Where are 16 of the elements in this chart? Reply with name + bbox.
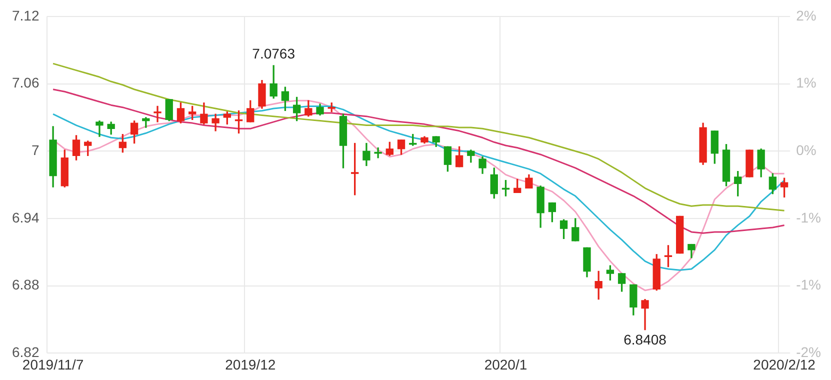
candlestick <box>154 106 162 122</box>
y-tick-label: 7 <box>31 142 40 158</box>
y-tick-label: 6.88 <box>12 276 40 293</box>
y2-tick-label: 1% <box>796 74 816 91</box>
y2-tick-label: -1% <box>796 209 822 226</box>
y-tick-label: 7.12 <box>12 7 40 24</box>
x-tick-label: 2019/12 <box>225 356 276 372</box>
annotation: 7.0763 <box>252 45 296 62</box>
annotation: 6.8408 <box>624 332 667 348</box>
candlestick <box>96 120 104 137</box>
y2-tick-label: -1% <box>796 276 822 293</box>
y-tick-label: 7.06 <box>12 74 40 91</box>
y2-tick-label: 0% <box>796 142 816 158</box>
y2-tick-label: 2% <box>796 7 816 24</box>
y-tick-label: 6.94 <box>12 209 40 226</box>
x-tick-label: 2020/1 <box>484 356 528 372</box>
